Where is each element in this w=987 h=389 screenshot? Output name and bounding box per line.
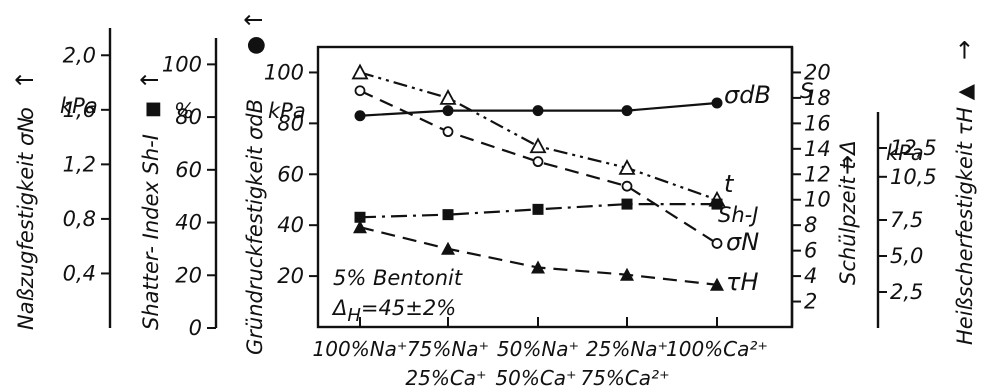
data-point-4-1 [442,209,454,221]
data-point-3-4 [711,238,723,249]
tick-label-left_2-4: 80 [175,105,202,129]
axis-symbol-gruendruck: ● [243,36,268,55]
unit-heisscher: kPa [886,141,924,165]
series-label-tau-h: τH [726,268,759,296]
axis-arrow-nasszug: ↑ [11,70,39,90]
data-point-1-2 [529,137,547,154]
data-point-0-2 [532,105,544,117]
tick-label-left_2-2: 40 [175,211,202,235]
unit-gruendruck: kPa [268,99,306,123]
tick-label-left_3-0: 20 [277,264,304,288]
tick-label-right_1-6: 14 [804,137,831,161]
data-point-4-3 [621,198,633,210]
tick-label-right_1-4: 10 [804,188,831,212]
series-label-sh-j: Sh-J [718,203,758,227]
data-point-4-0 [354,211,366,223]
x-category-label-0: 100%Na⁺ [313,337,408,361]
x-sub-category-label-2: 50%Ca⁺ [495,366,576,389]
tick-label-left_1-2: 1,2 [63,152,96,176]
data-point-3-0 [354,85,366,97]
tick-label-left_3-2: 60 [277,162,304,186]
axis-arrow-heisscher: → [950,40,978,60]
x-sub-category-label-1: 25%Ca⁺ [405,366,486,389]
series-label-sigma-n: σN [726,228,759,256]
data-point-4-2 [532,203,544,215]
data-point-0-4 [711,97,723,109]
tick-label-right_1-8: 18 [804,86,831,110]
x-category-label-3: 25%Na⁺ [586,337,668,361]
data-point-1-3 [618,159,636,175]
series-group [359,71,718,286]
x-sub-category-label-3: 75%Ca²⁺ [580,366,669,389]
tick-label-left_1-3: 1,6 [63,98,96,122]
axis-symbol-nasszug: o [14,107,38,120]
annotation-delta: Δ [331,296,347,320]
x-category-label-2: 50%Na⁺ [497,337,579,361]
axis-symbol-shatter: ■ [142,101,163,118]
axis-label-nasszug: Naßzugfestigkeit σN [14,117,38,330]
tick-label-right_1-5: 12 [804,162,831,186]
axis-label-gruendruck: Gründruckfestigkeit σdB [243,99,267,355]
data-point-0-3 [621,105,633,117]
series-label-t: t [724,170,735,198]
data-point-1-1 [439,89,457,105]
tick-label-left_2-5: 100 [162,52,202,76]
data-point-5-2 [531,260,545,274]
axis-ticks [101,54,887,329]
axis-arrow-schuelp: → [833,155,861,175]
unit-shatter: % [174,99,194,123]
axis-label-heisscher: Heißscherfestigkeit τH ▲ [953,83,977,345]
data-point-3-3 [621,180,633,192]
data-point-1-0 [351,63,369,80]
annotation-value: =45±2% [361,296,456,320]
series-line-1 [359,71,718,201]
x-category-label-1: 75%Na⁺ [407,337,489,361]
data-point-5-4 [710,277,724,291]
x-category-label-4: 100%Ca²⁺ [666,337,768,361]
annotation-delta-h: ΔH=45±2% [331,296,456,326]
tick-label-left_1-4: 2,0 [63,43,96,67]
tick-label-right_2-0: 2,5 [890,280,923,304]
tick-label-left_3-1: 40 [277,213,304,237]
tick-label-left_2-3: 60 [175,158,202,182]
axis-label-schuelp: Schülpzeit t Δ [836,140,860,285]
axis-arrow-shatter: ↑ [136,70,164,90]
series-label-sigma-db: σdB [724,81,771,109]
axis-tick-labels: 0,4 0,8 1,2 1,6 2,0 0 20 40 60 80 100 20 40 60 80 100 24… [63,43,937,389]
tick-label-left_3-4: 100 [264,60,304,84]
tick-label-right_1-1: 4 [804,264,817,288]
annotation-h-sub: H [347,305,361,326]
annotation-bentonit: 5% Bentonit [333,266,463,290]
tick-label-left_2-1: 20 [175,263,202,287]
unit-nasszug: kPa [60,94,98,118]
tick-label-right_1-9: 20 [804,60,831,84]
tick-label-right_2-4: 12,5 [890,136,937,160]
series-label-s: S [800,79,813,103]
tick-label-left_3-3: 80 [277,111,304,135]
markers-group [351,63,726,291]
tick-label-right_1-7: 16 [804,111,831,135]
data-point-5-0 [353,220,367,234]
axis-label-shatter: Shatter- Index Sh-I [139,134,163,330]
tick-label-right_2-3: 10,5 [890,165,937,189]
tick-label-right_1-0: 2 [804,290,817,314]
data-point-5-1 [441,241,455,255]
tick-label-left_1-1: 0,8 [63,207,96,231]
data-point-4-4 [711,198,723,210]
data-point-5-3 [620,267,634,281]
tick-label-left_2-0: 0 [189,316,202,340]
series-line-3 [359,89,718,245]
data-point-3-1 [442,126,454,138]
data-point-3-2 [532,156,544,168]
axis-arrow-gruendruck: ↑ [240,10,268,30]
tick-label-left_1-0: 0,4 [63,261,96,285]
tick-label-right_2-1: 5,0 [890,244,923,268]
tick-label-right_1-3: 8 [804,213,817,237]
tick-label-right_1-2: 6 [804,239,817,263]
data-point-0-0 [354,110,366,122]
tick-label-right_2-2: 7,5 [890,208,923,232]
data-point-0-1 [442,105,454,117]
